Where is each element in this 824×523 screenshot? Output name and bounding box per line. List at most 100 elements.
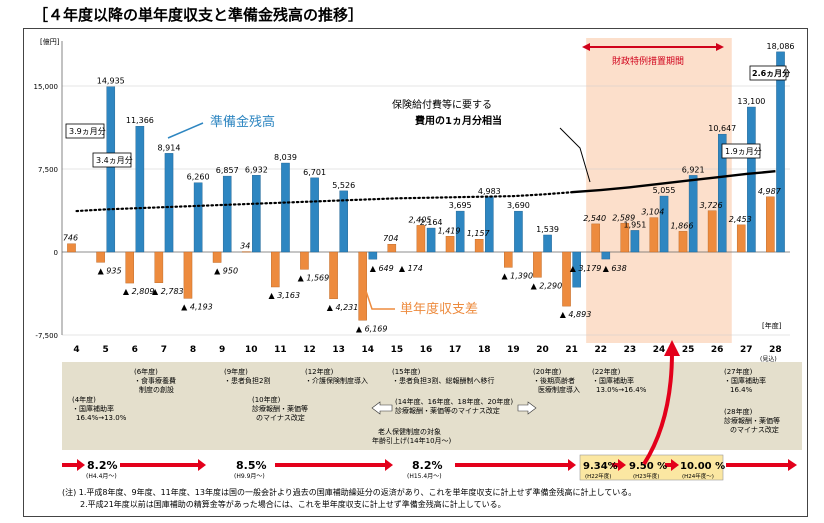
- x-tick-label: 19: [507, 345, 520, 355]
- reserve-bar: [281, 162, 290, 253]
- reserve-bar: [776, 51, 785, 253]
- rate-5-sub: (H23年度): [633, 472, 659, 480]
- event-6-line2: 制度の創設: [139, 385, 174, 394]
- event-27-line1: ・国庫補助率: [724, 376, 766, 385]
- event-28-line1: 診療報酬・薬価等: [724, 416, 780, 425]
- event-28-line2: のマイナス改定: [730, 425, 779, 434]
- x-tick-labels: 4 5 6 7 8 9 10 11 12 13 14 15 16 17 18 19 20 21 22 23 24 25 26…: [73, 345, 781, 355]
- event-22-line1: ・国庫補助率: [592, 376, 634, 385]
- balance-bar: [533, 251, 542, 278]
- reserve-data-label: 6,857: [216, 166, 239, 175]
- x-tick-label: 27: [740, 345, 753, 355]
- balance-label-leader: [363, 284, 395, 310]
- rate-3: 8.2%: [412, 459, 443, 472]
- events-panel: [62, 362, 802, 450]
- event-arrow-left: [371, 401, 393, 415]
- rate-row: 8.2% (H4.4月～) 8.5% (H9.9月～) 8.2% (H15.4月…: [62, 454, 797, 481]
- balance-bar: [678, 231, 688, 253]
- reserve-label-leader: [167, 122, 204, 139]
- balance-data-label: ▲ 6,169: [356, 324, 388, 333]
- rate-6: 10.00 %: [680, 461, 725, 472]
- x-tick-label: 7: [161, 345, 167, 355]
- reserve-data-label: 2,164: [420, 218, 443, 227]
- x-tick-label: 16: [420, 345, 433, 355]
- balance-data-label: 1,157: [467, 229, 491, 238]
- balance-data-label: ▲ 2,783: [152, 287, 184, 296]
- rate-arrow-shaft-3: [275, 463, 387, 467]
- balance-data-label: 2,540: [583, 214, 606, 223]
- reserve-data-label: 6,260: [187, 173, 210, 182]
- labels: 746 14,935 ▲ 935 11,366 ▲ 2,809 8,914 ▲ 2,783 6…: [63, 42, 795, 333]
- balance-bar: [271, 251, 280, 288]
- reserve-data-label: 6,701: [303, 168, 326, 177]
- balance-data-label: 3,104: [641, 208, 664, 217]
- rate-3-sub: (H15.4月～): [407, 473, 442, 480]
- rate-4: 9.34%: [583, 461, 618, 472]
- balance-bar: [154, 251, 164, 283]
- event-6-line1: ・食事療養費: [134, 376, 176, 385]
- balance-bar: [329, 251, 338, 300]
- event-age-line1: 老人保健制度の対象: [378, 427, 441, 436]
- balance-bar: [300, 251, 309, 270]
- event-minus-line1: (14年度、16年度、18年度、20年度): [395, 397, 513, 406]
- months-box-5: [65, 123, 105, 139]
- reserve-bar: [630, 230, 640, 253]
- balance-bar: [96, 251, 105, 263]
- balance-bar: [766, 196, 775, 253]
- balance-bar: [387, 244, 397, 253]
- x-unit-label: [年度]: [762, 321, 782, 330]
- months-box-28: [749, 65, 787, 81]
- balance-bar: [183, 251, 193, 299]
- event-28-title: (28年度): [724, 407, 753, 416]
- bars: [67, 51, 785, 321]
- x-tick-label: 9: [219, 345, 225, 355]
- balance-bar: [736, 224, 746, 253]
- balance-data-label: 1,866: [671, 221, 694, 230]
- balance-data-label: ▲ 4,193: [181, 302, 213, 311]
- reserve-data-label: 4,983: [478, 187, 501, 196]
- balance-data-label: ▲ 3,163: [269, 291, 301, 300]
- reserve-data-label: 5,526: [332, 181, 355, 190]
- balance-data-label: ▲ 1,569: [298, 273, 330, 282]
- x-tick-label: 10: [245, 345, 258, 355]
- rate-5: 9.50 %: [629, 461, 667, 472]
- grid: 15,000 7,500 0 -7,500: [34, 41, 790, 340]
- reserve-bar: [164, 153, 174, 253]
- reserve-data-label: 10,647: [708, 124, 736, 133]
- event-22-title: (22年度): [592, 367, 621, 376]
- rate-arrow-shaft-5: [612, 463, 620, 467]
- balance-data-label: 2,589: [612, 213, 635, 222]
- special-period-label: 財政特例措置期間: [612, 55, 684, 67]
- reserve-bar: [426, 227, 436, 253]
- reserve-data-label: 3,695: [449, 201, 472, 210]
- x-tick-label: 18: [478, 345, 491, 355]
- rate-2-sub: (H9.9月～): [234, 473, 265, 480]
- x-tick-label: 15: [391, 345, 404, 355]
- reserve-bar: [222, 175, 232, 253]
- event-15-line1: ・患者負担3割、総報酬制へ移行: [392, 376, 494, 385]
- balance-bar: [67, 243, 76, 253]
- balance-data-label: 704: [383, 234, 398, 243]
- event-20-line1: ・後期高齢者: [533, 376, 575, 385]
- rate-arrow-head-5: [618, 459, 626, 471]
- months-label-5: 3.9ヵ月分: [69, 127, 106, 136]
- reserve-negative-label: ▲ 174: [399, 264, 423, 273]
- rate-highlight-box: [579, 454, 724, 481]
- reserve-bar: [339, 190, 348, 253]
- rate-arrow-shaft-1: [62, 463, 79, 467]
- event-22-line2: 13.0%→16.4%: [596, 386, 647, 394]
- x-tick-label: 11: [274, 345, 287, 355]
- event-10-line2: のマイナス改定: [256, 413, 305, 422]
- reserve-bar: [659, 195, 669, 253]
- event-4-line2: 16.4%→13.0%: [76, 414, 127, 422]
- reserve-bar: [572, 251, 581, 288]
- x-tick-label: 13: [332, 345, 345, 355]
- last-category-note: (見込): [760, 355, 777, 363]
- y-tick-label: 15,000: [34, 83, 59, 91]
- balance-bar: [125, 251, 135, 284]
- event-age-line2: 年齢引上げ(14年10月～): [372, 436, 452, 445]
- reserve-data-label: 1,539: [536, 225, 559, 234]
- rate-arrow-head-7: [788, 459, 797, 471]
- event-27-title: (27年度): [724, 367, 753, 376]
